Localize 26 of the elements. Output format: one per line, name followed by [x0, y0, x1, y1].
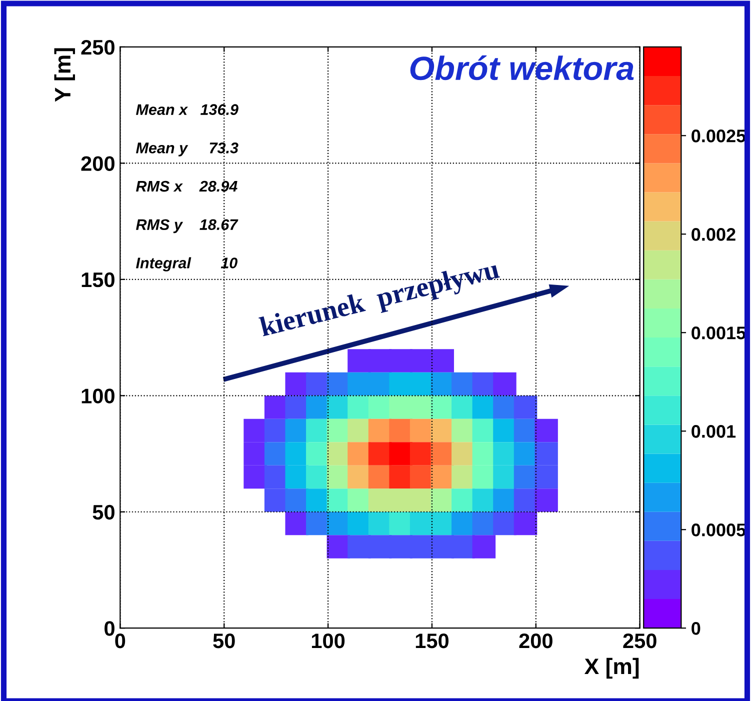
annotation: RMS x 28.94 [136, 180, 238, 192]
y-tick-label: 100 [82, 388, 114, 404]
annotation: Mean x 136.9 [136, 104, 238, 115]
x-tick-label: 0 [115, 634, 126, 648]
color-bar-label: 0.001 [692, 425, 736, 438]
x-axis-title: X [m] [584, 658, 639, 679]
y-tick-label: 50 [92, 504, 114, 520]
chart-title: Obrót wektora [410, 55, 634, 80]
x-tick-label: 100 [312, 634, 345, 648]
x-tick-label: 200 [519, 634, 552, 648]
color-bar-label: 0.0005 [692, 524, 746, 536]
color-bar-label: 0.002 [692, 228, 736, 241]
y-tick-label: 0 [104, 621, 114, 636]
y-tick-label: 200 [81, 156, 114, 171]
color-bar-label: 0.0015 [692, 326, 746, 340]
x-tick-label: 150 [416, 634, 449, 648]
y-tick-label: 150 [82, 272, 114, 288]
x-tick-label: 250 [623, 634, 656, 648]
color-bar-label: 0 [692, 622, 700, 635]
y-tick-label: 250 [81, 40, 114, 55]
x-tick-label: 50 [213, 634, 235, 648]
annotation: Integral 10 [136, 257, 238, 272]
y-axis-title: Y [m] [54, 48, 75, 102]
annotation: Mean y 73.3 [136, 142, 238, 156]
color-bar-label: 0.0025 [692, 130, 746, 142]
annotation: RMS y 18.67 [136, 219, 238, 234]
